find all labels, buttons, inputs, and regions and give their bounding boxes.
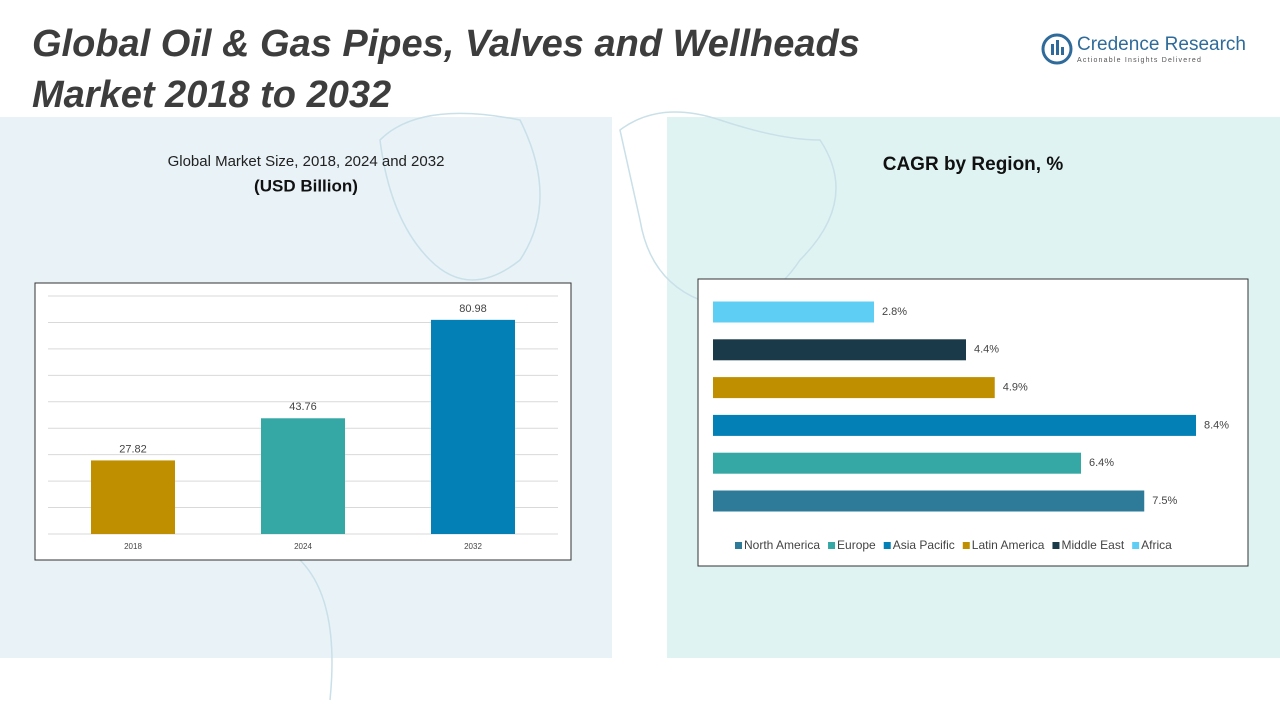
bar [431,319,515,534]
page-title: Market 2018 to 2032 [32,74,391,116]
bar [713,301,874,323]
map-decoration [619,111,837,306]
legend-label: Asia Pacific [893,538,955,552]
logo-icon [1056,40,1059,55]
legend-label: Middle East [1061,538,1124,552]
legend-label: Africa [1141,538,1172,552]
data-label: 7.5% [1152,495,1177,507]
data-label: 4.9% [1003,382,1028,394]
data-label: 80.98 [459,303,487,315]
legend-swatch [1132,542,1140,549]
legend-swatch [828,542,836,549]
legend-label: Europe [837,538,876,552]
chart-title: Global Market Size, 2018, 2024 and 2032 [168,153,445,170]
logo-icon [1051,44,1054,55]
bar [261,418,345,534]
logo: Credence Research Actionable Insights De… [1041,33,1246,65]
legend-label: Latin America [972,538,1045,552]
data-label: 4.4% [974,344,999,356]
chart-subtitle: (USD Billion) [254,176,358,195]
brand-tagline: Actionable Insights Delivered [1077,57,1202,64]
page-title: Global Oil & Gas Pipes, Valves and Wellh… [32,23,860,65]
chart-title: CAGR by Region, % [883,154,1064,175]
brand-name: Credence Research [1077,34,1246,55]
bar [91,460,175,534]
data-label: 8.4% [1204,419,1229,431]
logo-icon [1061,47,1064,55]
bar [713,414,1196,436]
data-label: 2.8% [882,306,907,318]
bar [713,377,995,399]
legend-swatch [1052,542,1060,549]
data-label: 6.4% [1089,457,1114,469]
legend-label: North America [744,538,820,552]
legend-swatch [735,542,742,549]
data-label: 43.76 [289,401,317,413]
data-label: 27.82 [119,443,147,455]
bar [713,452,1081,474]
x-tick-label: 2032 [464,542,482,551]
map-decoration [299,112,541,701]
x-tick-label: 2024 [294,542,312,551]
legend-swatch [883,542,891,549]
bar [713,339,966,361]
logo-icon [1041,33,1073,65]
x-tick-label: 2018 [124,542,142,551]
bar [713,490,1145,512]
legend-swatch [962,542,970,549]
